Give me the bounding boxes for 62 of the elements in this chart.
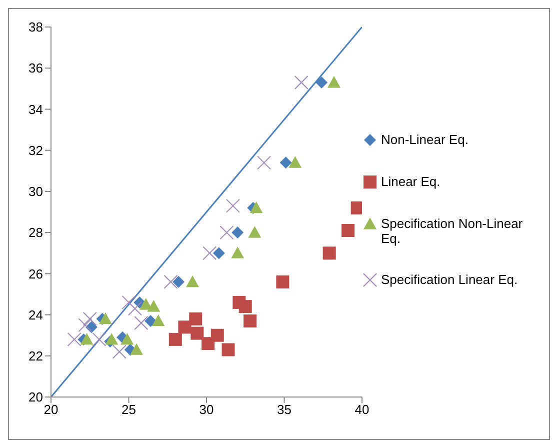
point — [178, 320, 192, 334]
point — [67, 332, 82, 346]
point — [322, 246, 336, 260]
x-tick-label: 35 — [277, 402, 292, 418]
point — [112, 344, 126, 359]
legend-label: Specification Linear Eq. — [381, 272, 518, 287]
point — [288, 156, 302, 168]
point — [257, 156, 272, 170]
point — [316, 76, 328, 88]
y-tick-label: 28 — [28, 225, 43, 240]
x-tick-label: 40 — [354, 402, 370, 418]
y-tick-label: 26 — [28, 266, 43, 282]
point — [144, 314, 157, 327]
point — [280, 156, 292, 169]
x-tick-label: 25 — [122, 402, 136, 418]
point — [152, 314, 165, 326]
point — [128, 302, 142, 316]
point — [328, 76, 341, 88]
point — [120, 332, 134, 345]
point — [78, 318, 92, 332]
point — [231, 246, 244, 258]
point — [210, 328, 224, 342]
legend-label: Linear Eq. — [381, 174, 440, 189]
point — [92, 332, 106, 346]
point — [222, 343, 235, 356]
point — [164, 274, 178, 289]
point — [248, 226, 262, 238]
point — [189, 312, 202, 326]
y-tick-label: 24 — [28, 307, 43, 322]
point — [98, 312, 112, 324]
point — [250, 201, 263, 214]
point — [212, 247, 225, 260]
point — [202, 246, 217, 260]
point — [134, 316, 148, 330]
point — [232, 226, 244, 239]
y-tick-label: 36 — [28, 60, 43, 76]
point — [276, 275, 290, 288]
point — [190, 326, 204, 340]
point — [80, 332, 94, 345]
point — [105, 332, 118, 345]
y-tick-label: 38 — [28, 20, 43, 35]
y-tick-label: 30 — [28, 184, 43, 200]
y-tick-label: 34 — [28, 102, 43, 117]
y-tick-label: 20 — [28, 390, 43, 405]
point — [226, 198, 240, 213]
point — [172, 276, 185, 288]
x-tick-label: 20 — [44, 402, 58, 418]
point — [342, 224, 355, 237]
point — [244, 314, 257, 328]
point — [294, 76, 308, 90]
x-tick-label: 30 — [199, 402, 214, 418]
y-tick-label: 22 — [28, 348, 43, 364]
point — [147, 300, 160, 312]
legend-label: Specification Non-Linear Eq. — [381, 216, 524, 246]
y-tick-label: 32 — [28, 142, 43, 158]
point — [122, 295, 136, 310]
point — [220, 226, 234, 240]
legend-label: Non-Linear Eq. — [381, 132, 468, 147]
point — [186, 275, 200, 288]
point — [82, 312, 97, 326]
point — [168, 332, 182, 346]
point — [130, 343, 144, 355]
